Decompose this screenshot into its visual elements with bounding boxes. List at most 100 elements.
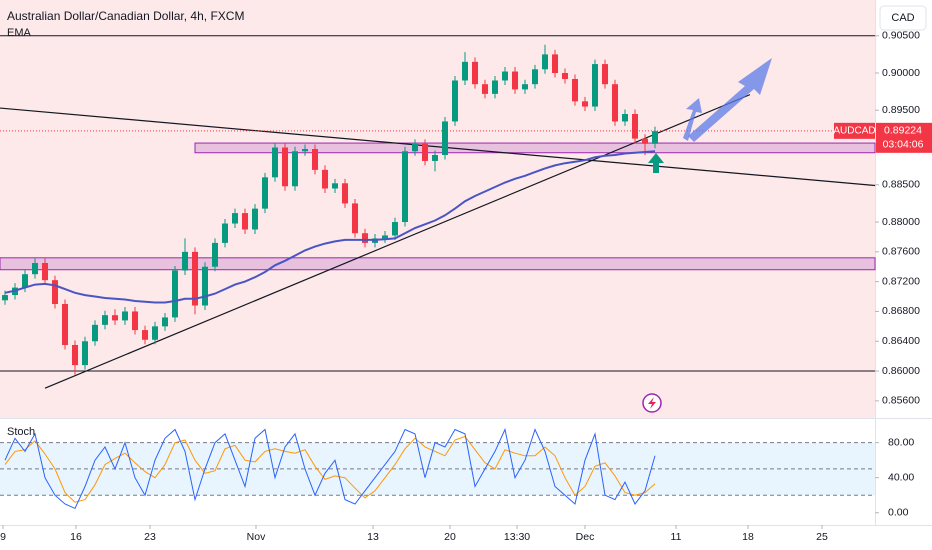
candle-body — [392, 222, 398, 236]
y-tick-label: 0.86000 — [882, 365, 920, 377]
price-label: 0.89224 — [884, 125, 922, 137]
candle-body — [252, 208, 258, 230]
currency: CAD — [891, 12, 914, 24]
candle-body — [92, 324, 98, 342]
candle-body — [62, 304, 68, 345]
candle-body — [462, 61, 468, 81]
x-tick-label: Dec — [576, 531, 595, 543]
candle-body — [472, 61, 478, 85]
candle-body — [262, 177, 268, 209]
candle-body — [512, 71, 518, 90]
forecast-arrow — [688, 58, 772, 142]
candle-body — [212, 242, 218, 267]
candle-body — [222, 223, 228, 243]
symbol-label-bg — [834, 122, 875, 139]
candle-body — [122, 311, 128, 321]
ema-line — [4, 150, 656, 304]
y-tick-label: 0.86800 — [882, 305, 920, 317]
y-tick-label: 0.88000 — [882, 216, 920, 228]
candle-body — [632, 114, 638, 139]
zone — [194, 142, 876, 154]
candle-body — [622, 114, 628, 122]
candle-body — [102, 315, 108, 325]
candle-body — [582, 101, 588, 107]
chart-title: Australian Dollar/Canadian Dollar, 4h, F… — [7, 9, 244, 23]
y-tick-label: 0.88500 — [882, 179, 920, 191]
x-tick-label: 20 — [444, 531, 456, 543]
symbol-label: AUDCAD — [833, 125, 875, 136]
candle-body — [502, 71, 508, 81]
candle-body — [292, 151, 298, 187]
candle-body — [272, 147, 278, 178]
candle-body — [52, 280, 58, 304]
countdown-label: 03:04:06 — [883, 139, 924, 151]
trend-line — [44, 94, 751, 389]
stoch-k-line — [4, 427, 656, 510]
y-tick-label: 0.90000 — [882, 67, 920, 79]
candle-body — [282, 147, 288, 187]
candle-body — [592, 64, 598, 107]
candle-body — [192, 251, 198, 306]
stoch-tick-label: 0.00 — [888, 507, 909, 519]
candle-body — [242, 213, 248, 230]
candle-body — [412, 143, 418, 152]
y-tick-label: 0.86400 — [882, 335, 920, 347]
candle-body — [182, 251, 188, 271]
trend-line — [0, 107, 876, 187]
x-tick-label: 16 — [70, 531, 82, 543]
event-icon-bolt — [648, 397, 656, 409]
x-tick-label: 23 — [144, 531, 156, 543]
candle-body — [162, 317, 168, 327]
candle-body — [142, 330, 148, 340]
candle-body — [72, 344, 78, 366]
candle-body — [552, 54, 558, 74]
candle-body — [492, 80, 498, 94]
y-tick-label: 0.90500 — [882, 30, 920, 42]
x-tick-label: 11 — [671, 531, 682, 543]
price-label-bg — [876, 122, 932, 153]
signal-arrow — [648, 153, 664, 173]
x-tick-label: 13:30 — [504, 531, 530, 543]
zone — [0, 257, 876, 271]
main-pane — [0, 0, 875, 418]
candle-body — [422, 143, 428, 161]
candle-body — [302, 149, 308, 152]
candle-body — [232, 213, 238, 224]
price-axis — [875, 0, 932, 550]
currency-button[interactable] — [879, 5, 927, 31]
candle-body — [642, 138, 648, 144]
candle-body — [42, 263, 48, 281]
candle-body — [532, 69, 538, 85]
candle-body — [2, 295, 8, 301]
x-tick-label: 25 — [816, 531, 828, 543]
candle-body — [32, 263, 38, 275]
candle-body — [482, 84, 488, 94]
candle-body — [312, 149, 318, 170]
candle-body — [82, 341, 88, 366]
candle-body — [562, 73, 568, 79]
x-tick-label: 9 — [0, 531, 6, 543]
candle-body — [332, 183, 338, 189]
stoch-d-line — [4, 435, 656, 503]
indicator-label: EMA — [7, 27, 32, 39]
candle-body — [612, 84, 618, 122]
candle-body — [542, 54, 548, 70]
x-tick-label: Nov — [247, 531, 266, 543]
y-tick-label: 0.89500 — [882, 104, 920, 116]
y-tick-label: 0.87200 — [882, 275, 920, 287]
y-tick-label: 0.87600 — [882, 246, 920, 258]
candle-body — [22, 274, 28, 288]
x-tick-label: 13 — [367, 531, 379, 543]
candle-body — [202, 266, 208, 306]
candle-body — [572, 78, 578, 102]
candle-body — [322, 169, 328, 189]
candle-body — [362, 233, 368, 243]
forecast-arrow — [683, 98, 702, 141]
indicator-label: Stoch — [7, 426, 35, 438]
candle-body — [112, 315, 118, 321]
stoch-tick-label: 80.00 — [888, 436, 914, 448]
candle-body — [352, 203, 358, 234]
y-tick-label: 0.85600 — [882, 395, 920, 407]
candle-body — [442, 121, 448, 155]
